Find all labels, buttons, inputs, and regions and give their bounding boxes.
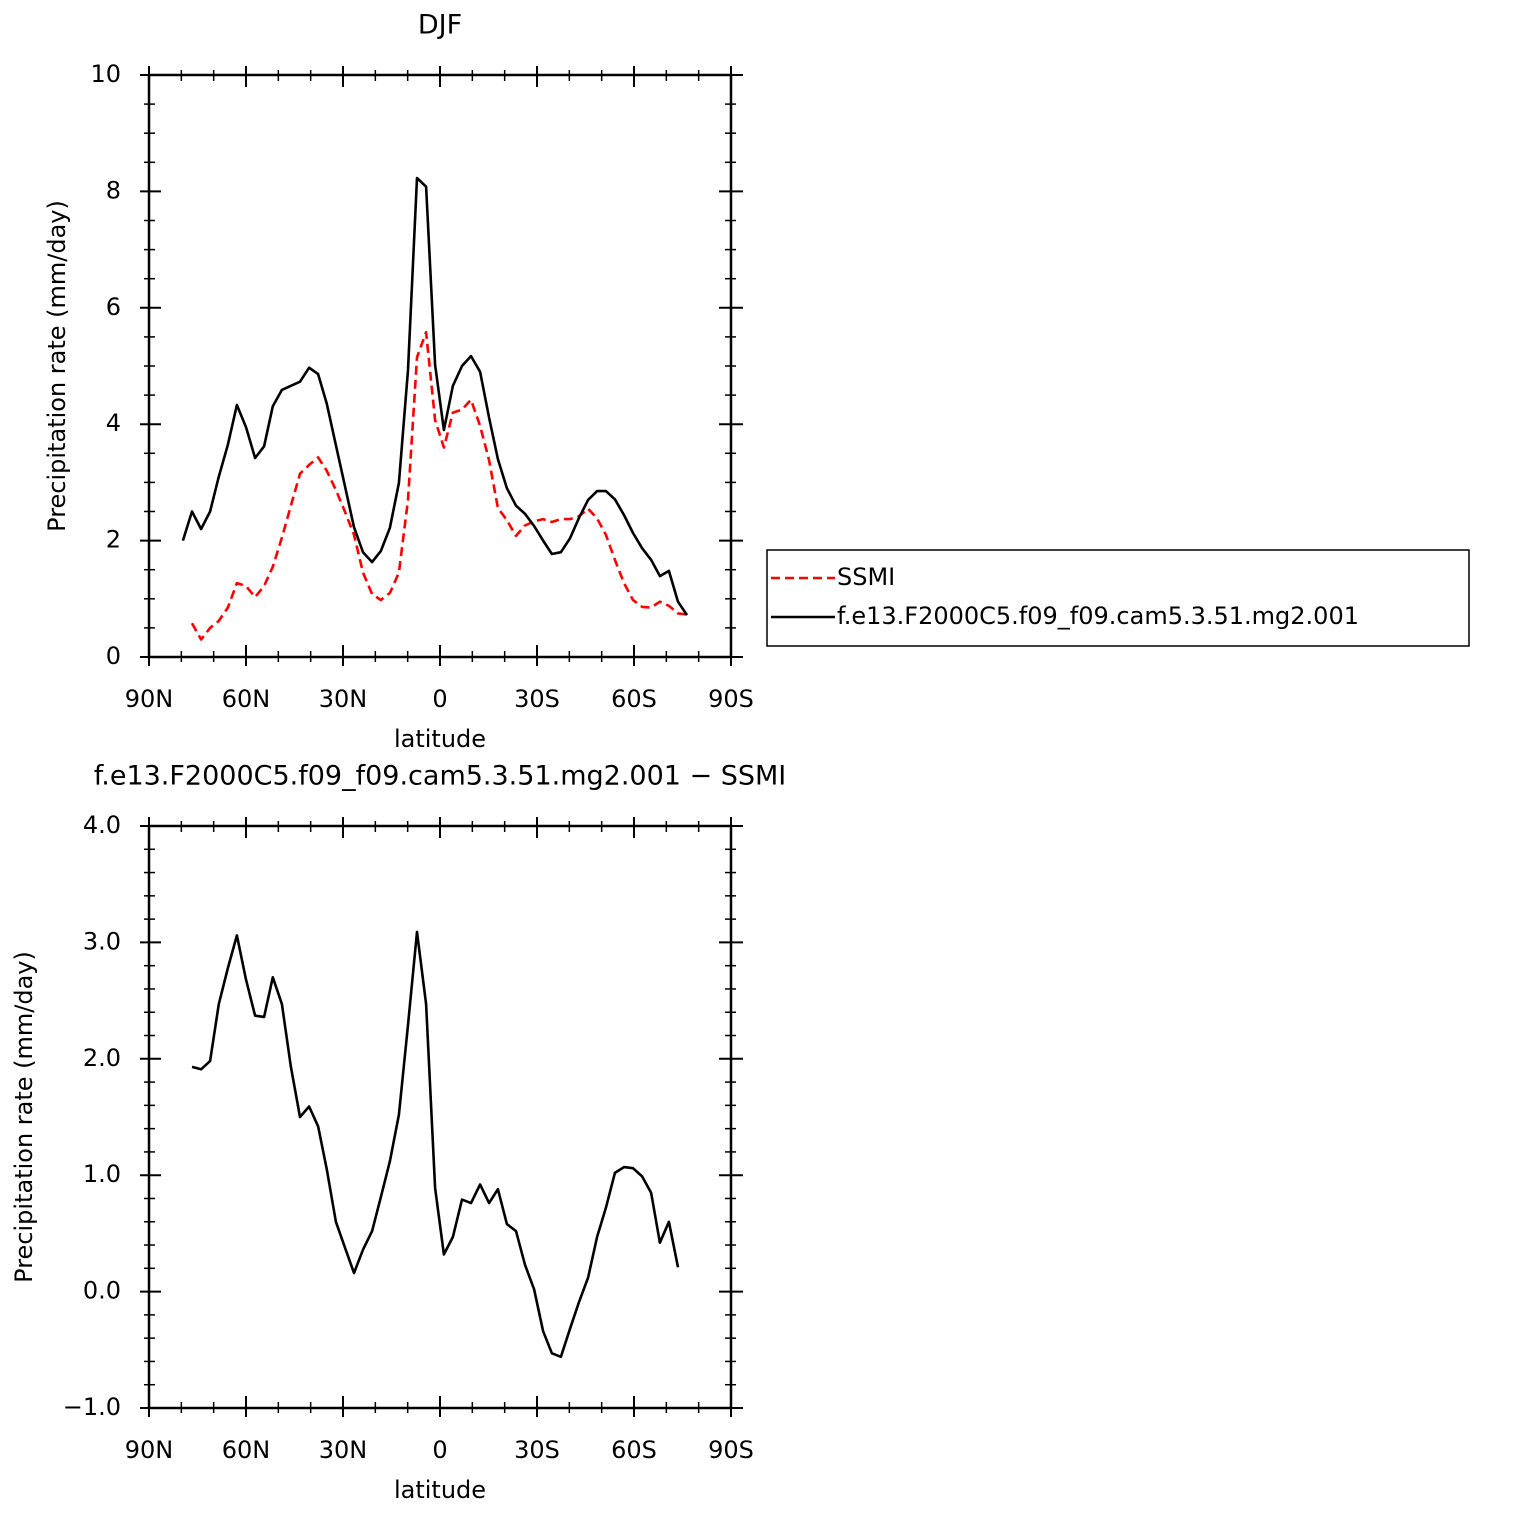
x-tick-label: 60N	[222, 685, 271, 713]
y-tick-label: −1.0	[63, 1393, 121, 1421]
x-tick-label: 60N	[222, 1436, 271, 1464]
legend-label: SSMI	[837, 563, 895, 591]
x-tick-label: 30N	[319, 1436, 368, 1464]
y-tick-label: 8	[106, 176, 121, 204]
x-tick-label: 0	[432, 1436, 447, 1464]
x-tick-label: 90N	[125, 1436, 174, 1464]
y-tick-label: 6	[106, 293, 121, 321]
x-tick-label: 90S	[708, 1436, 754, 1464]
y-tick-label: 1.0	[83, 1160, 121, 1188]
x-tick-label: 30S	[514, 1436, 560, 1464]
y-tick-label: 3.0	[83, 927, 121, 955]
x-tick-label: 30S	[514, 685, 560, 713]
y-axis-label: Precipitation rate (mm/day)	[10, 951, 38, 1283]
data-line	[191, 930, 680, 1359]
data-line	[181, 176, 689, 616]
y-tick-label: 4.0	[83, 811, 121, 839]
x-tick-label: 60S	[611, 685, 657, 713]
plot-frame	[147, 824, 733, 1410]
x-tick-label: 90S	[708, 685, 754, 713]
legend-box	[766, 549, 1470, 647]
x-tick-label: 30N	[319, 685, 368, 713]
y-tick-label: 4	[106, 409, 121, 437]
data-line	[190, 330, 688, 641]
y-tick-label: 2.0	[83, 1044, 121, 1072]
chart-title: DJF	[418, 10, 462, 41]
x-tick-label: 0	[432, 685, 447, 713]
legend-label: f.e13.F2000C5.f09_f09.cam5.3.51.mg2.001	[837, 602, 1359, 630]
x-tick-label: 90N	[125, 685, 174, 713]
x-axis-label: latitude	[394, 725, 486, 753]
x-axis-label: latitude	[394, 1476, 486, 1504]
y-tick-label: 2	[106, 526, 121, 554]
y-tick-label: 10	[90, 60, 121, 88]
y-tick-label: 0	[106, 642, 121, 670]
y-tick-label: 0.0	[83, 1277, 121, 1305]
x-tick-label: 60S	[611, 1436, 657, 1464]
chart-title: f.e13.F2000C5.f09_f09.cam5.3.51.mg2.001 …	[94, 761, 787, 792]
plot-frame	[147, 73, 733, 659]
y-axis-label: Precipitation rate (mm/day)	[43, 200, 71, 532]
